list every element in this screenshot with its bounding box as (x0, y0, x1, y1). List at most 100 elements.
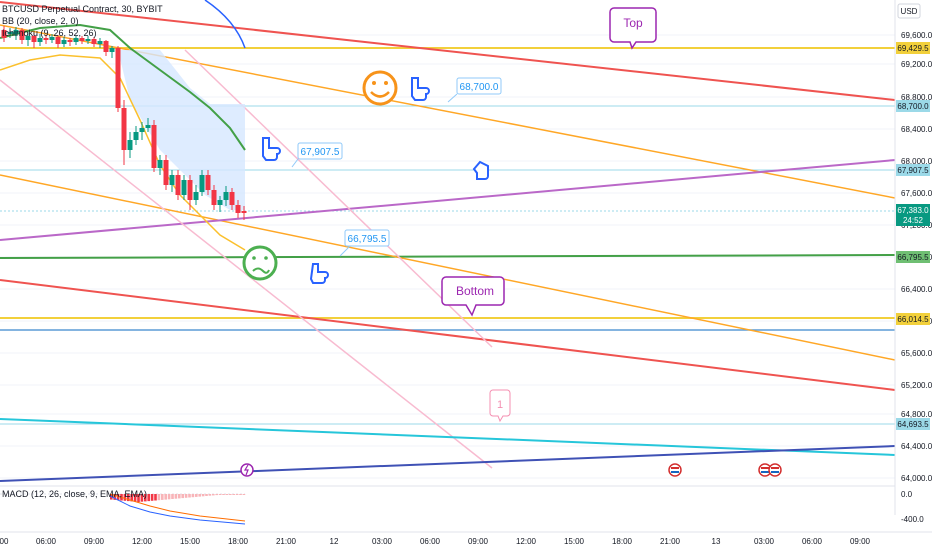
price-callout-66795[interactable]: 66,795.5 (339, 229, 390, 257)
callout-one[interactable]: 1 (489, 389, 511, 423)
svg-text:67,907.5: 67,907.5 (897, 166, 929, 175)
price-tag: 69,429.5 (896, 42, 930, 54)
time-tick: 13 (712, 537, 721, 546)
time-tick: 06:00 (420, 537, 441, 546)
candle (235, 200, 241, 218)
candle (97, 38, 103, 48)
sick-face-icon[interactable] (242, 245, 278, 281)
candle (19, 28, 25, 44)
bb-lower (0, 54, 246, 251)
symbol-legend[interactable]: BTCUSD Perpetual Contract, 30, BYBIT (2, 4, 163, 14)
price-tick: 68,400.0 (901, 125, 932, 134)
macd-bar (188, 494, 191, 498)
macd-bar (130, 494, 133, 502)
candle (187, 175, 193, 210)
macd-bar (147, 494, 150, 502)
price-tag: 67,907.5 (896, 164, 930, 176)
price-tick: 69,200.0 (901, 60, 932, 69)
macd-bar (178, 494, 181, 499)
macd-bar (218, 494, 222, 495)
pointing-hand-icon[interactable] (262, 137, 281, 161)
ichimoku-cloud (118, 50, 245, 210)
us-flag-event-icon[interactable] (668, 463, 682, 477)
price-tag: 66,795.5 (896, 251, 930, 263)
macd-bar (167, 494, 171, 500)
price-tick: 66,400.0 (901, 285, 932, 294)
candle (241, 206, 247, 220)
macd-bar (242, 494, 246, 495)
price-tick: 67,600.0 (901, 189, 932, 198)
price-tick: 64,000.0 (901, 474, 932, 483)
price-tick: 65,600.0 (901, 349, 932, 358)
macd-bar (229, 494, 232, 495)
pointing-hand-icon[interactable] (411, 77, 430, 101)
candle (169, 170, 175, 192)
time-tick: 15:00 (180, 537, 201, 546)
price-axis[interactable]: USD 69,600.0 69,200.0 68,800.0 68,400.0 68,0… (894, 0, 932, 550)
trend-orange-lower (0, 174, 896, 361)
candle (1, 26, 7, 42)
callout-bottom[interactable]: Bottom (441, 276, 505, 317)
candle (145, 118, 151, 132)
candle (211, 185, 217, 210)
time-axis[interactable]: 00 06:00 09:00 12:00 15:00 18:00 21:00 12 03:00 0… (0, 531, 932, 546)
candle (163, 155, 169, 190)
bb-legend[interactable]: BB (20, close, 2, 0) (2, 16, 79, 26)
pointing-hand-icon[interactable] (309, 263, 329, 284)
svg-text:68,700.0: 68,700.0 (460, 82, 499, 93)
candle (217, 196, 223, 212)
macd-bar (205, 494, 208, 496)
candle (205, 170, 211, 195)
bb-basis (0, 23, 246, 151)
candle (109, 46, 115, 58)
macd-line (109, 495, 246, 525)
candle (13, 27, 19, 40)
trend-pink-2 (184, 49, 493, 348)
time-tick: 06:00 (36, 537, 57, 546)
macd-bar (171, 494, 174, 499)
callout-top-text: Top (623, 16, 643, 30)
price-tick: 64,400.0 (901, 442, 932, 451)
macd-bar (235, 494, 239, 495)
candle (55, 35, 61, 48)
candle (151, 120, 157, 172)
lightning-event-icon[interactable] (240, 463, 254, 477)
hline-66795 (0, 254, 896, 259)
time-tick: 06:00 (802, 537, 823, 546)
countdown: 24:52 (903, 216, 924, 225)
price-callout-67907[interactable]: 67,907.5 (291, 142, 343, 168)
bollinger-bands (0, 23, 246, 251)
price-tick: 69,600.0 (901, 31, 932, 40)
macd-bar (127, 494, 130, 502)
candle (31, 33, 37, 48)
smiley-face-icon[interactable] (362, 70, 398, 106)
grid (0, 34, 895, 479)
price-tag: 68,700.0 (896, 100, 930, 112)
candle (37, 34, 43, 46)
price-tick: 68,800.0 (901, 93, 932, 102)
time-tick: 03:00 (372, 537, 393, 546)
macd-bar (239, 494, 242, 495)
callout-top[interactable]: Top (609, 7, 657, 50)
callout-bottom-text: Bottom (456, 284, 494, 298)
svg-text:69,429.5: 69,429.5 (897, 44, 929, 53)
macd-signal (109, 493, 246, 522)
macd-legend[interactable]: MACD (12, 26, close, 9, EMA, EMA) (2, 489, 148, 499)
candle (223, 186, 229, 206)
ichimoku-legend[interactable]: Ichimoku (9, 26, 52, 26) (2, 28, 97, 38)
time-tick: 21:00 (276, 537, 297, 546)
time-tick: 18:00 (228, 537, 249, 546)
trend-navy (0, 445, 896, 482)
trend-red-upper (0, 1, 896, 101)
price-tick: 65,200.0 (901, 381, 932, 390)
candle (7, 28, 13, 38)
macd-bar (222, 494, 225, 495)
us-flag-event-icon[interactable] (768, 463, 782, 477)
macd-bar (232, 494, 235, 495)
candle (25, 32, 31, 46)
pointing-hand-icon[interactable] (472, 160, 489, 180)
macd-bar (184, 494, 188, 498)
price-callout-68700[interactable]: 68,700.0 (447, 77, 502, 103)
macd-bar (208, 494, 212, 496)
